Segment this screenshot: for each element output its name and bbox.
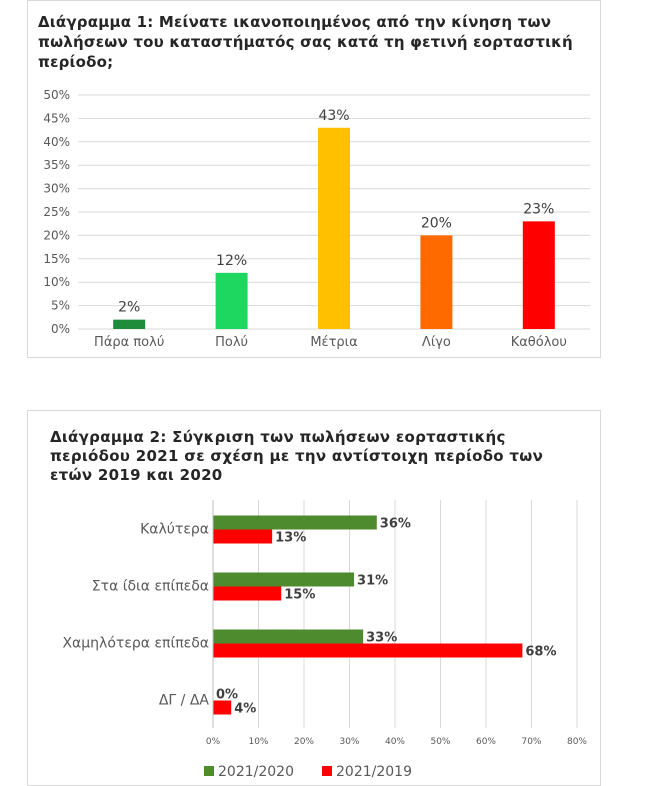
data-label: 33%: [366, 631, 397, 646]
bar: [213, 529, 273, 544]
y-tick-label: 25%: [43, 205, 70, 219]
y-tick-label: 40%: [43, 135, 70, 149]
data-label: 2%: [118, 300, 140, 316]
x-tick-label: 30%: [339, 737, 359, 747]
y-tick-label: 10%: [43, 275, 70, 289]
y-tick-label: Χαμηλότερα επίπεδα: [62, 636, 209, 652]
chart-1-panel: [27, 0, 601, 358]
y-tick-label: 15%: [43, 252, 70, 266]
x-tick-label: 20%: [294, 737, 314, 747]
data-label: 15%: [284, 588, 315, 603]
chart-2-panel: [27, 410, 601, 786]
x-tick-label: 70%: [521, 737, 541, 747]
bar: [215, 272, 248, 329]
y-tick-label: 30%: [43, 182, 70, 196]
bar: [318, 127, 350, 329]
x-tick-label: Μέτρια: [310, 335, 357, 350]
legend-label: 2021/2019: [336, 764, 412, 780]
y-tick-label: 0%: [51, 322, 70, 336]
bar: [420, 235, 453, 329]
x-tick-label: 10%: [248, 737, 268, 747]
y-tick-label: 50%: [43, 88, 70, 102]
x-tick-label: Πάρα πολύ: [94, 335, 164, 350]
data-label: 31%: [357, 574, 388, 589]
y-tick-label: 35%: [43, 158, 70, 172]
bar: [213, 629, 364, 644]
chart-1-title: Διάγραμμα 1: Μείνατε ικανοποιημένος από …: [38, 13, 573, 71]
x-tick-label: 50%: [430, 737, 450, 747]
bar: [213, 700, 232, 715]
x-tick-label: 60%: [476, 737, 496, 747]
bar: [213, 643, 523, 658]
data-label: 68%: [525, 645, 556, 660]
data-label: 4%: [234, 702, 256, 717]
x-tick-label: 0%: [206, 737, 221, 747]
data-label: 23%: [523, 201, 554, 217]
data-label: 43%: [318, 108, 349, 124]
y-tick-label: 5%: [51, 299, 70, 313]
bar: [522, 221, 555, 329]
x-tick-label: 40%: [385, 737, 405, 747]
data-label: 13%: [275, 531, 306, 546]
bar: [213, 572, 355, 587]
data-label: 36%: [380, 517, 411, 532]
y-tick-label: 45%: [43, 111, 70, 125]
data-label: 0%: [216, 688, 238, 703]
legend-label: 2021/2020: [218, 764, 294, 780]
y-tick-label: Στα ίδια επίπεδα: [92, 579, 209, 595]
x-tick-label: Καθόλου: [511, 335, 567, 350]
legend-swatch: [204, 766, 214, 776]
y-tick-label: ΔΓ / ΔΑ: [159, 693, 210, 709]
bar: [113, 319, 146, 329]
bar: [213, 515, 377, 530]
legend-swatch: [322, 766, 332, 776]
x-tick-label: Πολύ: [215, 335, 248, 350]
chart-1-plot: 0% 5% 10% 15% 20% 25% 30% 35% 40% 45% 50% 2% Πάρα πο…: [43, 88, 590, 350]
y-tick-label: Καλύτερα: [140, 522, 209, 538]
data-label: 20%: [421, 215, 452, 231]
bar: [213, 586, 282, 601]
x-tick-label: Λίγο: [422, 335, 451, 350]
y-tick-label: 20%: [43, 228, 70, 242]
chart-2-title: Διάγραμμα 2: Σύγκριση των πωλήσεων εορτα…: [50, 428, 544, 484]
x-tick-label: 80%: [567, 737, 587, 747]
data-label: 12%: [216, 253, 247, 269]
